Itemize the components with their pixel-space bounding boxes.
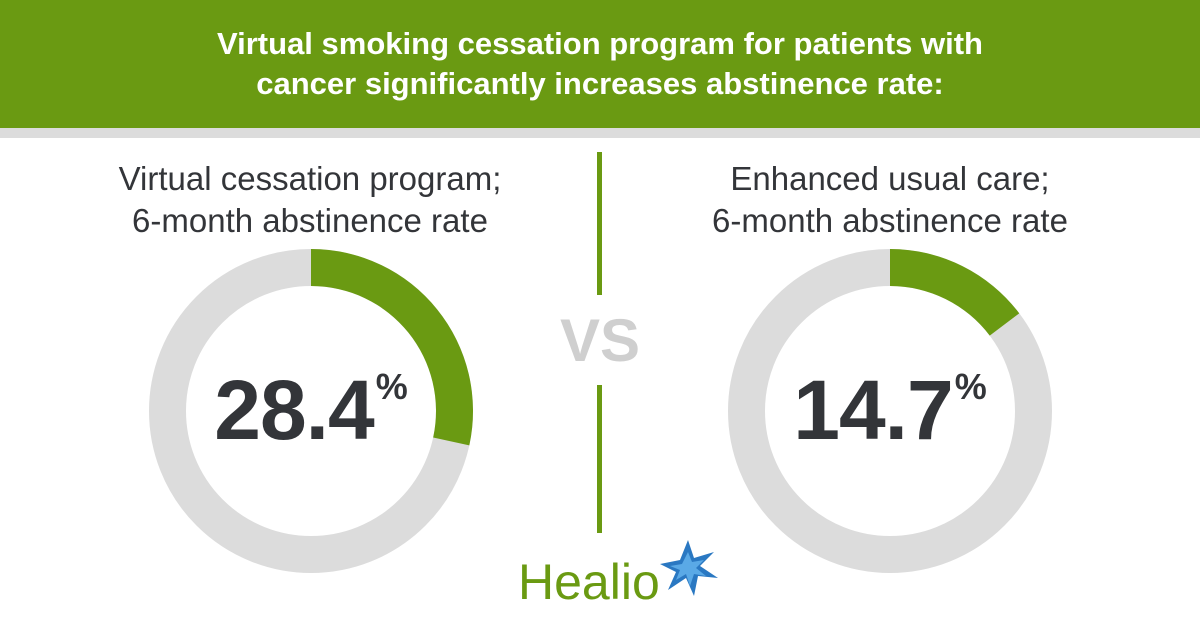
- value-label-virtual-program: 28.4%: [146, 362, 476, 458]
- donut-chart-virtual-program: [149, 249, 473, 573]
- healio-logo: Healio: [518, 538, 718, 618]
- header-title: Virtual smoking cessation program for pa…: [100, 24, 1100, 104]
- divider-top: [597, 152, 602, 295]
- star-icon: [660, 540, 718, 596]
- chart-title-line2: 6-month abstinence rate: [132, 202, 488, 239]
- donut-value-segment: [890, 249, 1020, 336]
- header-banner: Virtual smoking cessation program for pa…: [0, 0, 1200, 128]
- divider-bottom: [597, 385, 602, 533]
- value-unit: %: [954, 366, 987, 407]
- chart-title-line1: Enhanced usual care;: [730, 160, 1050, 197]
- donut-chart-usual-care: [728, 249, 1052, 573]
- value-number: 14.7: [793, 363, 953, 457]
- value-number: 28.4: [214, 363, 374, 457]
- value-label-usual-care: 14.7%: [725, 362, 1055, 458]
- header-title-line2: cancer significantly increases abstinenc…: [256, 66, 944, 101]
- value-unit: %: [375, 366, 408, 407]
- header-title-line1: Virtual smoking cessation program for pa…: [217, 26, 983, 61]
- chart-title-line2: 6-month abstinence rate: [712, 202, 1068, 239]
- header-rule: [0, 128, 1200, 138]
- vs-label: VS: [559, 307, 641, 374]
- logo-text: Healio: [518, 554, 660, 610]
- donut-value-segment: [311, 249, 473, 446]
- chart-title-line1: Virtual cessation program;: [118, 160, 502, 197]
- chart-title-virtual-program: Virtual cessation program; 6-month absti…: [50, 158, 570, 242]
- chart-title-usual-care: Enhanced usual care; 6-month abstinence …: [630, 158, 1150, 242]
